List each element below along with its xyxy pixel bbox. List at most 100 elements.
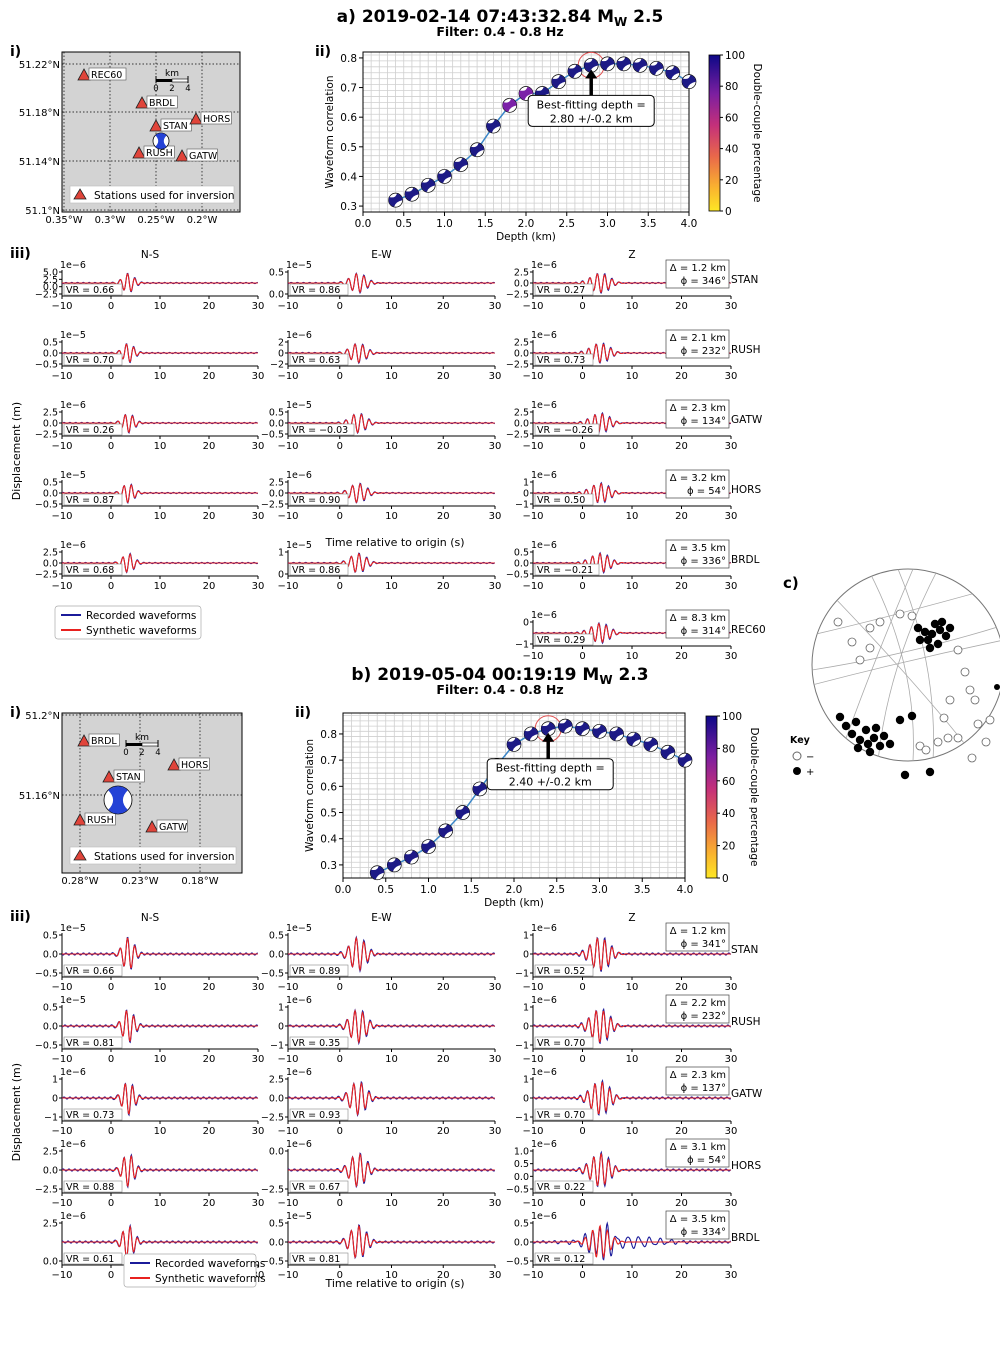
amp-tick-label: 0.0	[269, 489, 284, 500]
y-tick-label: 0.6	[320, 781, 337, 793]
dilatation-point	[915, 741, 925, 751]
depth-point-mechanism	[387, 858, 402, 872]
amp-tick-label: 1.0	[514, 1147, 529, 1158]
station-marker	[102, 770, 116, 783]
waveform-cell-BRDL-0: −10 0 10 20 30 1e−62.50.0−2.5 VR = 0.68	[35, 540, 264, 592]
time-tick-label: 20	[675, 371, 688, 382]
amplitude-scale: 1e−5	[286, 540, 312, 551]
y-tick-label: 0.8	[320, 729, 337, 741]
distance-box	[665, 469, 730, 499]
amp-tick-label: −0.5	[35, 360, 58, 371]
vr-value: VR = 0.26	[66, 425, 114, 436]
amp-tick-label: 0	[523, 1022, 529, 1033]
time-tick-label: 30	[489, 581, 502, 592]
vr-box	[289, 283, 349, 296]
amp-tick-label: 0.0	[269, 1238, 284, 1249]
map-label: i)	[10, 44, 21, 60]
amp-tick-label: −2.5	[35, 1185, 58, 1196]
amp-tick-label: 0	[523, 950, 529, 961]
station-azimuth: ϕ = 334°	[681, 1227, 726, 1238]
time-tick-label: 0	[579, 1198, 585, 1209]
legend-station-marker	[73, 849, 87, 861]
time-tick-label: 30	[725, 982, 738, 993]
station-marker	[145, 820, 159, 833]
amplitude-scale: 1e−6	[531, 540, 557, 551]
compression-point	[861, 725, 871, 735]
dilatation-point	[895, 609, 905, 619]
station-name: HORS	[181, 760, 208, 771]
depth-point-mechanism	[421, 178, 436, 192]
y-tick-label: 0.3	[340, 201, 357, 213]
vr-value: VR = 0.89	[292, 966, 340, 977]
x-tick-label: 1.5	[463, 884, 480, 896]
vr-box	[289, 563, 349, 576]
depth-point-mechanism	[551, 74, 566, 89]
amp-tick-label: −1	[44, 1113, 58, 1124]
recorded-trace	[532, 1221, 732, 1261]
waveform-cell-STAN-0: −10 0 10 20 30 1e−65.02.50.0−2.5 VR = 0.66	[35, 260, 264, 312]
colorbar-tick-label: 40	[725, 144, 738, 156]
x-tick-label: 1.5	[477, 218, 494, 230]
composite-focal-sphere: c) Key − +	[783, 568, 1000, 780]
amp-tick-label: 1	[523, 1003, 529, 1014]
title-subscript: W	[599, 673, 612, 687]
waveform-cell-GATW-0: −10 0 10 20 30 1e−62.50.0−2.5 VR = 0.26	[35, 400, 264, 452]
time-tick-label: 10	[154, 1126, 167, 1137]
time-tick-label: 10	[154, 1054, 167, 1065]
dilatation-point	[865, 643, 875, 653]
time-tick-label: −10	[51, 301, 72, 312]
time-tick-label: 10	[154, 511, 167, 522]
station-row-name: BRDL	[731, 1232, 760, 1244]
legend-text: Stations used for inversion	[94, 851, 235, 863]
scale-tick-label: 4	[185, 84, 190, 94]
waveform-cell-STAN-1: −10 0 10 20 30 1e−50.5 0.0 −0.5 VR = 0.89	[261, 923, 501, 993]
vr-value: VR = −0.21	[537, 565, 593, 576]
time-tick-label: −10	[522, 371, 543, 382]
scale-tick-label: 2	[139, 748, 144, 758]
dilatation-point	[907, 611, 917, 621]
amplitude-scale: 1e−6	[60, 540, 86, 551]
amplitude-scale: 1e−6	[531, 923, 557, 934]
focal-mechanism-quadrant	[108, 786, 128, 814]
colorbar-tick-label: 20	[725, 175, 738, 187]
distance-box	[665, 399, 730, 429]
scale-tick-label: 4	[155, 748, 160, 758]
time-tick-label: 0	[337, 301, 343, 312]
vr-box	[534, 563, 600, 576]
vr-box	[63, 1252, 123, 1265]
annotation-box	[527, 94, 655, 127]
depth-point-mechanism	[507, 737, 521, 752]
time-tick-label: 30	[489, 441, 502, 452]
vr-box	[289, 423, 355, 436]
vr-box	[534, 1108, 594, 1121]
legend-text: Stations used for inversion	[94, 190, 235, 202]
x-tick-label: 3.5	[634, 884, 651, 896]
key-dilatation-symbol	[792, 751, 802, 761]
displacement-label: Displacement (m)	[10, 402, 23, 500]
x-tick-label: 1.0	[420, 884, 437, 896]
amp-tick-label: 2	[278, 338, 284, 349]
time-tick-label: 0	[579, 441, 585, 452]
amp-tick-label: −2.5	[506, 430, 529, 441]
compression-point	[879, 731, 889, 741]
annotation-line2: 2.80 +/-0.2 km	[550, 112, 633, 125]
station-marker	[135, 96, 149, 109]
depth-point-mechanism	[649, 61, 664, 75]
time-tick-label: 20	[203, 1198, 216, 1209]
map-lat-tick: 51.14°N	[19, 157, 60, 168]
time-tick-label: 0	[108, 581, 114, 592]
distance-box	[665, 259, 730, 289]
synthetic-trace	[62, 1010, 258, 1042]
y-tick-label: 0.5	[320, 808, 337, 820]
amp-tick-label: −0.5	[506, 1257, 529, 1268]
amp-tick-label: 0.5	[269, 408, 284, 419]
time-tick-label: 20	[203, 982, 216, 993]
compression-point	[863, 739, 873, 749]
station-distance: Δ = 3.2 km	[670, 473, 726, 484]
depth-point-mechanism	[404, 850, 419, 864]
vr-value: VR = 0.73	[537, 355, 585, 366]
y-tick-label: 0.3	[320, 860, 337, 872]
dilatation-point	[865, 623, 875, 633]
dilatation-point	[847, 637, 857, 647]
time-tick-label: 30	[725, 1054, 738, 1065]
